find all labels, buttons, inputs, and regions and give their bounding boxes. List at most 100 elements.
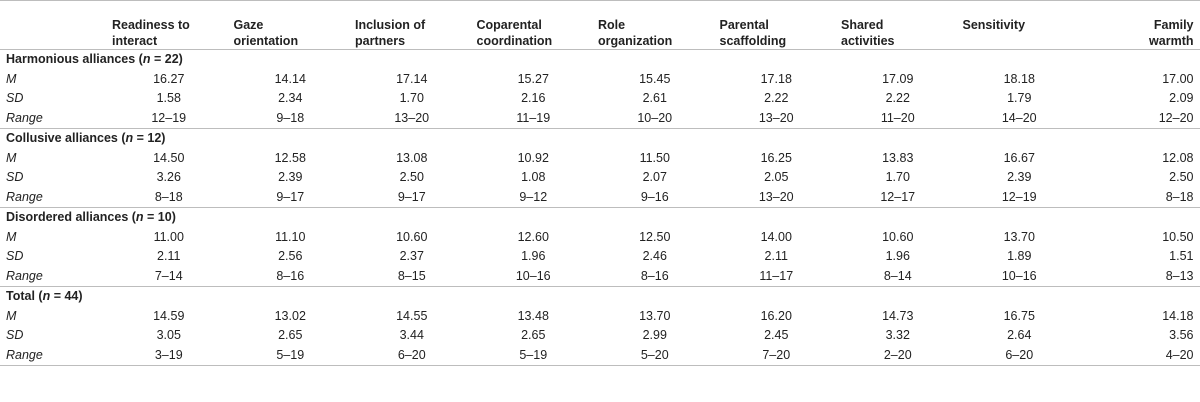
table-cell: 2.65 xyxy=(278,328,303,342)
group-title: Total (n = 44) xyxy=(0,286,1200,307)
col-header-gaze: Gaze orientation xyxy=(230,1,352,50)
table-cell: 8–16 xyxy=(640,268,669,283)
group-title-text: Harmonious alliances ( xyxy=(6,52,143,66)
table-cell: 17.14 xyxy=(396,71,428,86)
table-cell: 2.37 xyxy=(399,249,424,263)
table-cell: 10–20 xyxy=(637,110,673,125)
table-cell: 1.96 xyxy=(521,249,546,263)
table-row: SD 1.58 2.34 1.70 2.16 2.61 2.22 2.22 1.79 2.09 xyxy=(0,89,1200,109)
table-cell: 13.48 xyxy=(517,308,549,323)
table-cell: 8–18 xyxy=(154,189,183,204)
header-line: coordination xyxy=(476,34,553,48)
table-cell: 11.10 xyxy=(275,229,306,244)
header-line: Readiness to xyxy=(112,18,190,32)
header-line: partners xyxy=(355,34,406,48)
table-cell: 10.50 xyxy=(1162,229,1194,244)
table-cell: 2.50 xyxy=(1169,170,1194,184)
group-header-row: Collusive alliances (n = 12) xyxy=(0,128,1200,149)
group-header-row: Total (n = 44) xyxy=(0,286,1200,307)
stat-label: Range xyxy=(6,110,43,125)
table-cell: 8–18 xyxy=(1165,189,1194,204)
table-cell: 8–13 xyxy=(1165,268,1194,283)
header-line: Role xyxy=(598,18,626,32)
table-cell: 9–16 xyxy=(640,189,669,204)
table-cell: 1.89 xyxy=(1007,249,1032,263)
table-cell: 14–20 xyxy=(1001,110,1037,125)
table-cell: 2.39 xyxy=(278,170,303,184)
col-header-shared: Shared activities xyxy=(837,1,959,50)
header-line: Parental xyxy=(719,18,769,32)
table-cell: 12.60 xyxy=(517,229,549,244)
table-cell: 5–19 xyxy=(472,345,594,366)
table-cell: 11.00 xyxy=(153,229,184,244)
table-cell: 4–20 xyxy=(1080,345,1200,366)
table-cell: 5–20 xyxy=(594,345,716,366)
stat-label: M xyxy=(6,308,17,323)
table-cell: 12.58 xyxy=(274,150,306,165)
table-cell: 2.34 xyxy=(278,91,303,105)
col-header-readiness: Readiness to interact xyxy=(108,1,230,50)
group-header-row: Disordered alliances (n = 10) xyxy=(0,207,1200,228)
group-n-symbol: n xyxy=(135,210,144,224)
col-header-warmth: Family warmth xyxy=(1080,1,1200,50)
header-line: scaffolding xyxy=(719,34,787,48)
table-cell: 18.18 xyxy=(1003,71,1035,86)
table-cell: 3.32 xyxy=(885,328,910,342)
table-cell: 1.70 xyxy=(399,91,424,105)
table-cell: 2.22 xyxy=(885,91,910,105)
table-cell: 13.02 xyxy=(274,308,306,323)
table-cell: 1.58 xyxy=(156,91,181,105)
col-header-coparental: Coparental coordination xyxy=(473,1,595,50)
table-cell: 2.65 xyxy=(521,328,546,342)
table-cell: 10–16 xyxy=(515,268,551,283)
table-cell: 15.45 xyxy=(639,71,671,86)
group-title-text: Total ( xyxy=(6,289,43,303)
table-cell: 7–20 xyxy=(715,345,837,366)
table-cell: 14.55 xyxy=(396,308,428,323)
table-cell: 10.60 xyxy=(882,229,914,244)
table-row: Range 8–18 9–17 9–17 9–12 9–16 13–20 12–17 12–19… xyxy=(0,188,1200,208)
table-cell: 10–16 xyxy=(1001,268,1037,283)
header-line: orientation xyxy=(233,34,299,48)
table-row: M 11.00 11.10 10.60 12.60 12.50 14.00 10.60 13.7… xyxy=(0,228,1200,248)
table-cell: 16.25 xyxy=(760,150,792,165)
group-title-text: Collusive alliances ( xyxy=(6,131,126,145)
table-row: SD 2.11 2.56 2.37 1.96 2.46 2.11 1.96 1.89 1.51 xyxy=(0,247,1200,267)
col-header-role: Role organization xyxy=(594,1,716,50)
table-cell: 2.61 xyxy=(642,91,667,105)
table-header: Readiness to interact Gaze orientation Inc… xyxy=(0,0,1200,50)
table-cell: 13–20 xyxy=(758,110,794,125)
stat-label: SD xyxy=(6,91,24,105)
table-cell: 3.44 xyxy=(399,328,424,342)
table-cell: 3.56 xyxy=(1169,328,1194,342)
table-cell: 13–20 xyxy=(758,189,794,204)
table-cell: 2.07 xyxy=(642,170,667,184)
table-row: M 16.27 14.14 17.14 15.27 15.45 17.18 17.09 18.1… xyxy=(0,70,1200,90)
table-cell: 8–14 xyxy=(883,268,912,283)
group-n-value: = 22) xyxy=(150,52,183,66)
table-cell: 2.05 xyxy=(764,170,789,184)
table-cell: 2.64 xyxy=(1007,328,1032,342)
stat-label: M xyxy=(6,150,17,165)
table-cell: 2.99 xyxy=(642,328,667,342)
header-line: warmth xyxy=(1149,34,1194,48)
table-cell: 6–20 xyxy=(351,345,473,366)
table-cell: 14.14 xyxy=(274,71,306,86)
table-cell: 15.27 xyxy=(517,71,549,86)
table-cell: 10.60 xyxy=(396,229,428,244)
table-cell: 17.09 xyxy=(882,71,914,86)
table-cell: 12–19 xyxy=(151,110,187,125)
table-cell: 14.73 xyxy=(882,308,914,323)
col-header-sensitivity: Sensitivity xyxy=(959,1,1081,50)
table-cell: 2.22 xyxy=(764,91,789,105)
table-cell: 11–20 xyxy=(880,110,915,125)
table-row: M 14.59 13.02 14.55 13.48 13.70 16.20 14.73 16.7… xyxy=(0,307,1200,327)
table-cell: 6–20 xyxy=(958,345,1080,366)
table-cell: 16.67 xyxy=(1003,150,1035,165)
table-cell: 12.08 xyxy=(1162,150,1194,165)
stat-label: Range xyxy=(0,345,108,366)
table-cell: 3.05 xyxy=(156,328,181,342)
table-cell: 2.16 xyxy=(521,91,546,105)
table-cell: 16.75 xyxy=(1003,308,1035,323)
header-line: Inclusion of xyxy=(355,18,426,32)
